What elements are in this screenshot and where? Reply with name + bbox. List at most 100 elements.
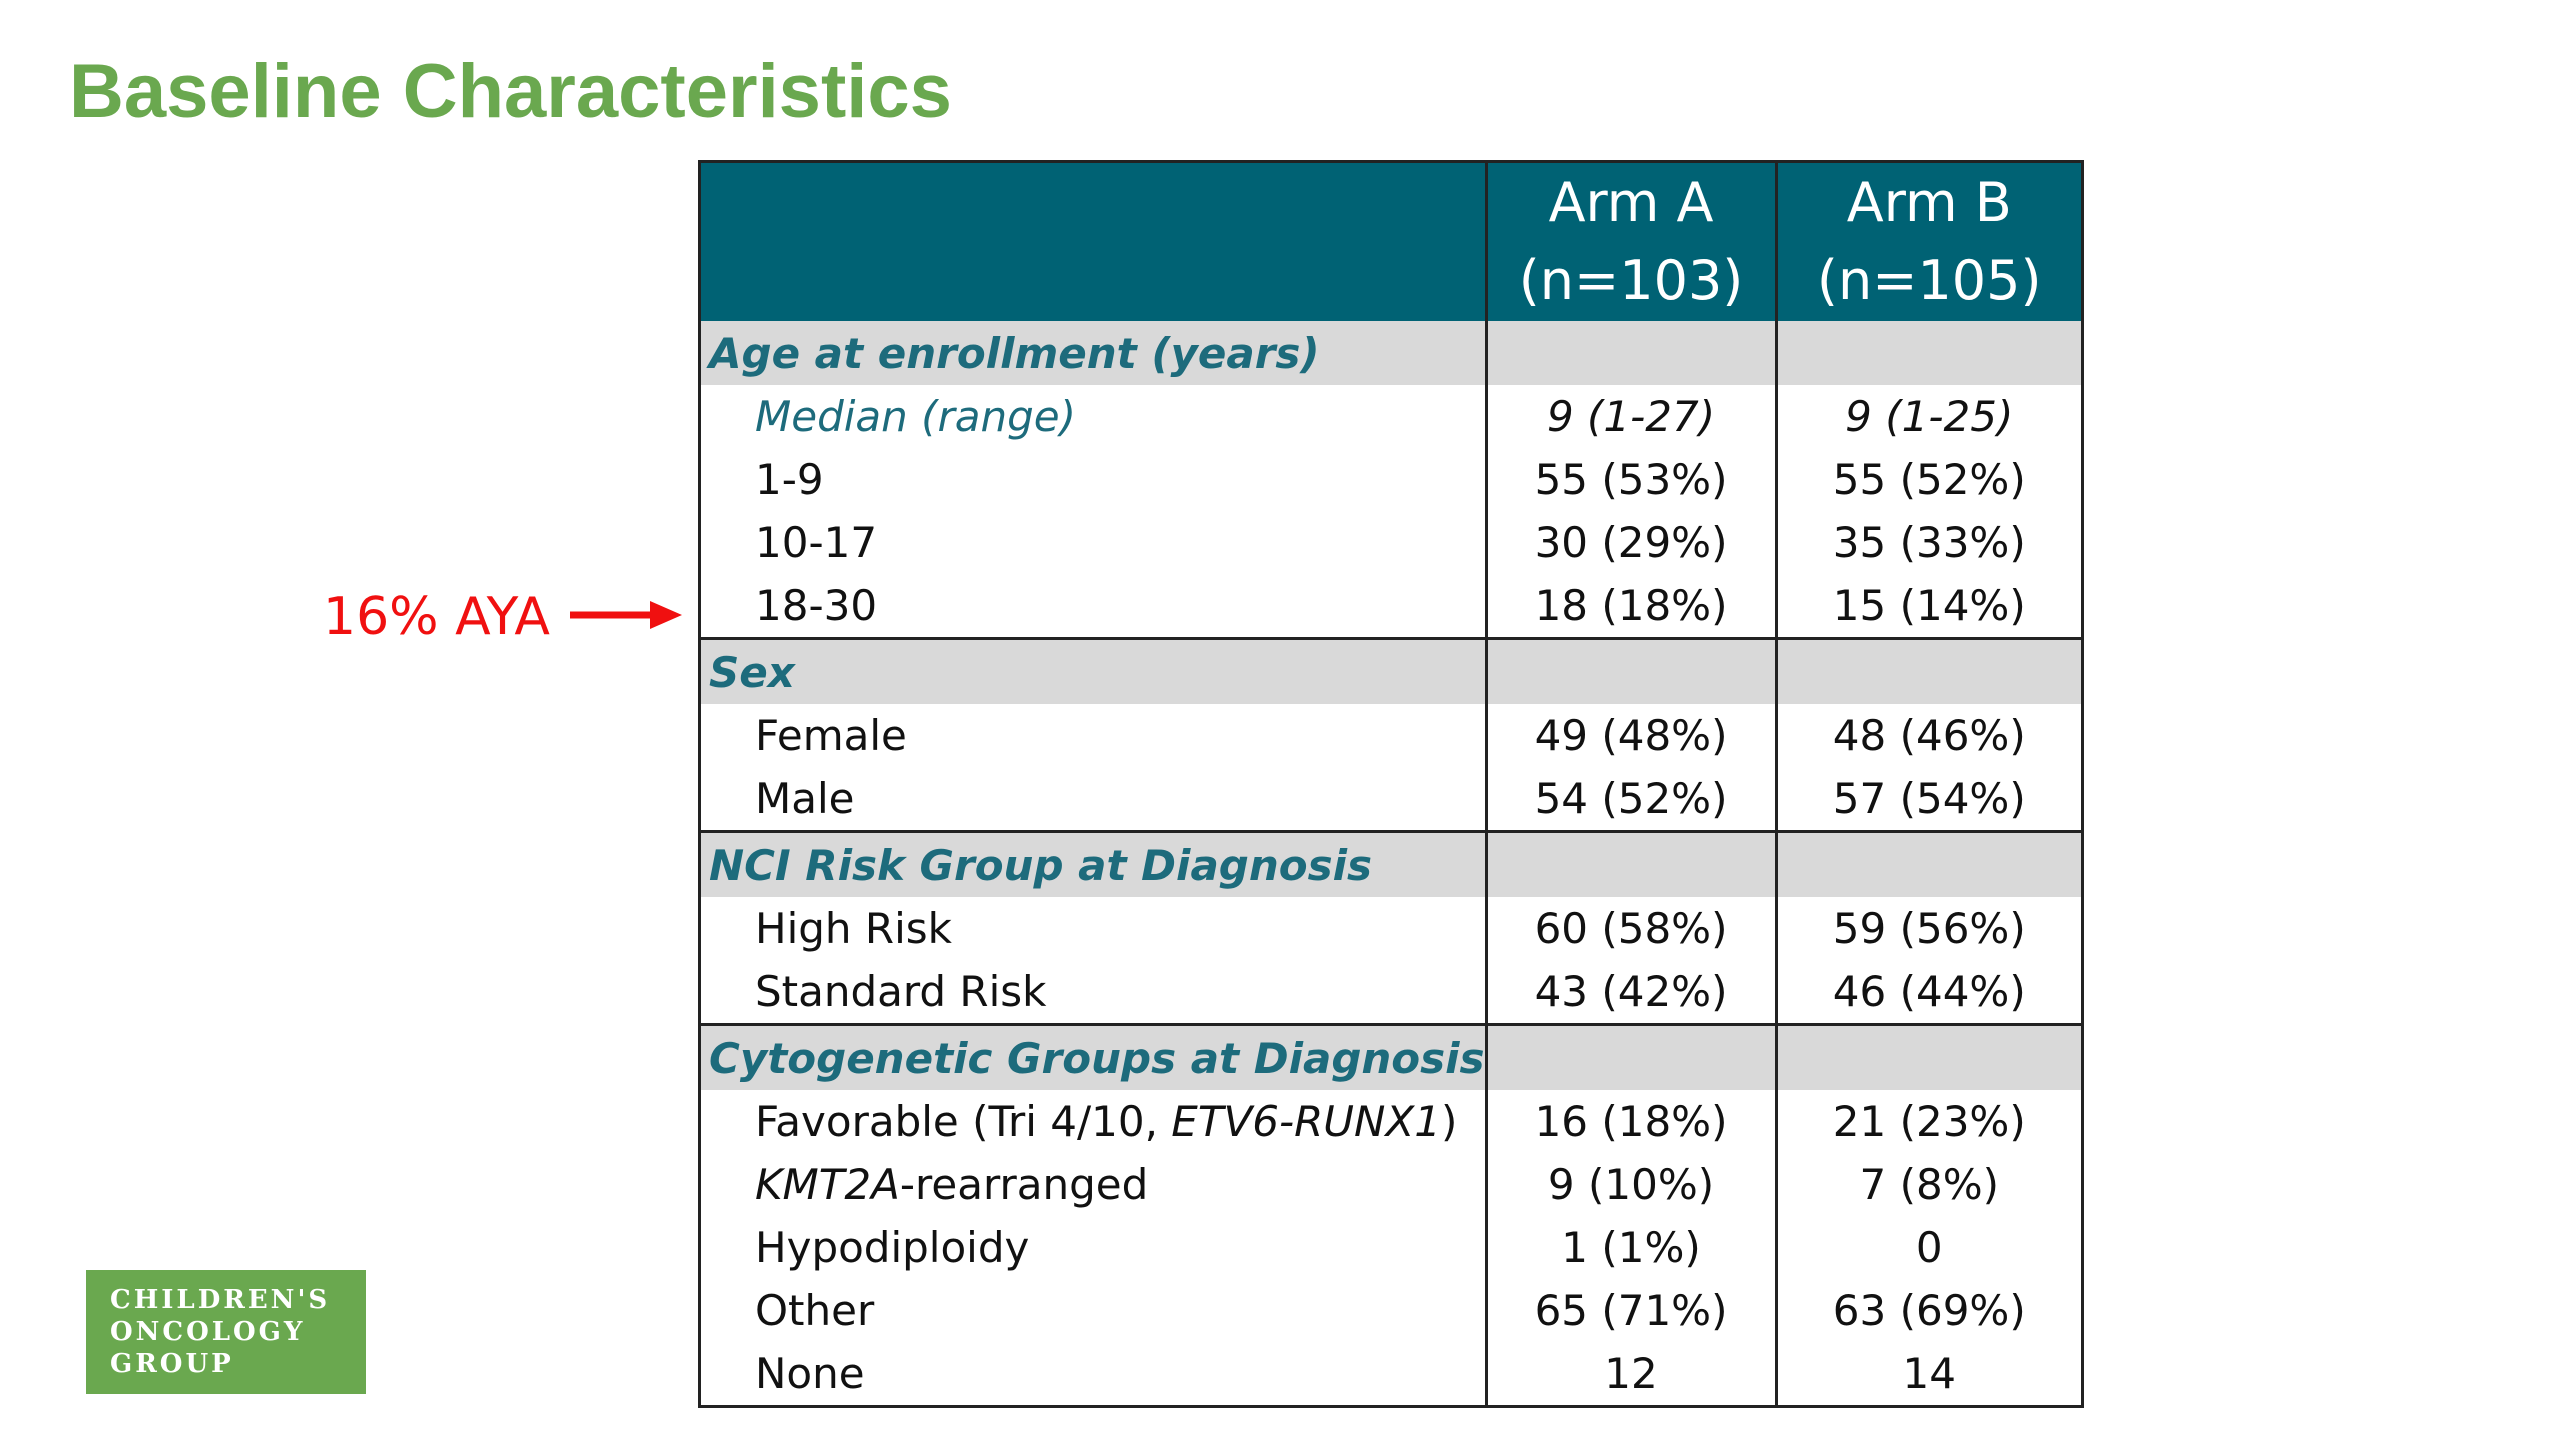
row-label: Other: [700, 1279, 1487, 1342]
section-cell: [1774, 830, 2083, 897]
data-row: 18-30 18 (18%) 15 (14%): [700, 574, 2083, 639]
data-row: High Risk 60 (58%) 59 (56%): [700, 897, 2083, 960]
section-row: NCI Risk Group at Diagnosis: [699, 830, 2083, 897]
row-label: Male: [700, 767, 1487, 832]
value-cell: 63 (69%): [1774, 1279, 2083, 1342]
label-part: Male: [755, 774, 855, 823]
row-label: Favorable (Tri 4/10, ETV6-RUNX1): [700, 1090, 1487, 1153]
label-part: -rearranged: [899, 1160, 1149, 1209]
row-label: High Risk: [700, 897, 1487, 960]
header-row: Arm A (n=103) Arm B (n=105): [699, 161, 2083, 321]
section-row: Age at enrollment (years): [699, 321, 2083, 385]
value-cell: 59 (56%): [1774, 897, 2083, 960]
value-cell: 60 (58%): [1484, 897, 1777, 960]
data-row: Favorable (Tri 4/10, ETV6-RUNX1) 16 (18%)…: [700, 1090, 2083, 1153]
slide-title: Baseline Characteristics: [69, 49, 952, 134]
row-label: None: [700, 1342, 1487, 1407]
value-cell: 9 (1-25): [1774, 385, 2083, 448]
section-cell: [1484, 321, 1777, 385]
table-body: Age at enrollment (years) Median (range) 9…: [699, 321, 2083, 1407]
baseline-table: Arm A (n=103) Arm B (n=105) Age at enrollme…: [698, 160, 2084, 1408]
value-cell: 18 (18%): [1484, 574, 1777, 639]
label-part: Favorable (Tri 4/10,: [755, 1097, 1172, 1146]
value-cell: 57 (54%): [1774, 767, 2083, 832]
label-part: None: [755, 1349, 865, 1398]
section-title: Age at enrollment (years): [699, 321, 1487, 385]
section-cell: [1774, 1023, 2083, 1090]
row-label: Female: [700, 704, 1487, 767]
value-cell: 55 (53%): [1484, 448, 1777, 511]
logo-line: GROUP: [110, 1349, 234, 1379]
section-cell: [1774, 321, 2083, 385]
section-row: Cytogenetic Groups at Diagnosis: [699, 1023, 2083, 1090]
value-cell: 9 (10%): [1484, 1153, 1777, 1216]
value-cell: 48 (46%): [1774, 704, 2083, 767]
data-row: 10-17 30 (29%) 35 (33%): [700, 511, 2083, 574]
section-title: NCI Risk Group at Diagnosis: [699, 830, 1487, 897]
row-label: Hypodiploidy: [700, 1216, 1487, 1279]
section-title: Cytogenetic Groups at Diagnosis: [699, 1023, 1487, 1090]
label-part: 1-9: [755, 455, 824, 504]
header-cell: [699, 161, 1487, 321]
label-part: Standard Risk: [755, 967, 1047, 1016]
row-label: Standard Risk: [700, 960, 1487, 1025]
value-cell: 49 (48%): [1484, 704, 1777, 767]
label-part: KMT2A: [755, 1160, 900, 1209]
row-label: Median (range): [700, 385, 1487, 448]
logo: CHILDREN'S ONCOLOGY GROUP: [86, 1270, 366, 1394]
label-part: High Risk: [755, 904, 952, 953]
data-row: Standard Risk 43 (42%) 46 (44%): [700, 960, 2083, 1025]
section-row: Sex: [699, 637, 2083, 704]
column-header-line: Arm B: [1846, 171, 2012, 234]
row-label: 10-17: [700, 511, 1487, 574]
column-header-line: (n=103): [1518, 249, 1744, 312]
data-row: Other 65 (71%) 63 (69%): [700, 1279, 2083, 1342]
value-cell: 15 (14%): [1774, 574, 2083, 639]
column-header-line: (n=105): [1816, 249, 2042, 312]
label-part: ETV6-RUNX1: [1171, 1097, 1441, 1146]
column-header-line: Arm A: [1548, 171, 1714, 234]
label-part: 18-30: [755, 581, 878, 630]
label-part: Median (range): [755, 392, 1077, 441]
section-cell: [1484, 830, 1777, 897]
label-part: 10-17: [755, 518, 878, 567]
section-cell: [1484, 637, 1777, 704]
value-cell: 43 (42%): [1484, 960, 1777, 1025]
value-cell: 30 (29%): [1484, 511, 1777, 574]
logo-line: ONCOLOGY: [110, 1317, 306, 1347]
row-label: KMT2A-rearranged: [700, 1153, 1487, 1216]
section-title: Sex: [699, 637, 1487, 704]
column-header: Arm B (n=105): [1774, 161, 2083, 321]
value-cell: 0: [1774, 1216, 2083, 1279]
value-cell: 35 (33%): [1774, 511, 2083, 574]
data-row: KMT2A-rearranged 9 (10%) 7 (8%): [700, 1153, 2083, 1216]
data-row: Male 54 (52%) 57 (54%): [700, 767, 2083, 832]
data-row: Female 49 (48%) 48 (46%): [700, 704, 2083, 767]
data-row: Median (range) 9 (1-27) 9 (1-25): [700, 385, 2083, 448]
value-cell: 46 (44%): [1774, 960, 2083, 1025]
label-part: Hypodiploidy: [755, 1223, 1030, 1272]
value-cell: 7 (8%): [1774, 1153, 2083, 1216]
label-part: ): [1440, 1097, 1458, 1146]
label-part: Other: [755, 1286, 875, 1335]
row-label: 18-30: [700, 574, 1487, 639]
arrow-head: [650, 601, 682, 629]
value-cell: 65 (71%): [1484, 1279, 1777, 1342]
value-cell: 1 (1%): [1484, 1216, 1777, 1279]
value-cell: 14: [1774, 1342, 2083, 1407]
arrow: [570, 601, 682, 629]
value-cell: 9 (1-27): [1484, 385, 1777, 448]
value-cell: 21 (23%): [1774, 1090, 2083, 1153]
section-cell: [1484, 1023, 1777, 1090]
data-row: 1-9 55 (53%) 55 (52%): [700, 448, 2083, 511]
data-row: None 12 14: [700, 1342, 2083, 1407]
section-cell: [1774, 637, 2083, 704]
value-cell: 55 (52%): [1774, 448, 2083, 511]
value-cell: 12: [1484, 1342, 1777, 1407]
column-header: Arm A (n=103): [1484, 161, 1777, 321]
data-row: Hypodiploidy 1 (1%) 0: [700, 1216, 2083, 1279]
logo-line: CHILDREN'S: [110, 1285, 331, 1315]
label-part: Female: [755, 711, 907, 760]
annotation: 16% AYA: [323, 587, 550, 647]
